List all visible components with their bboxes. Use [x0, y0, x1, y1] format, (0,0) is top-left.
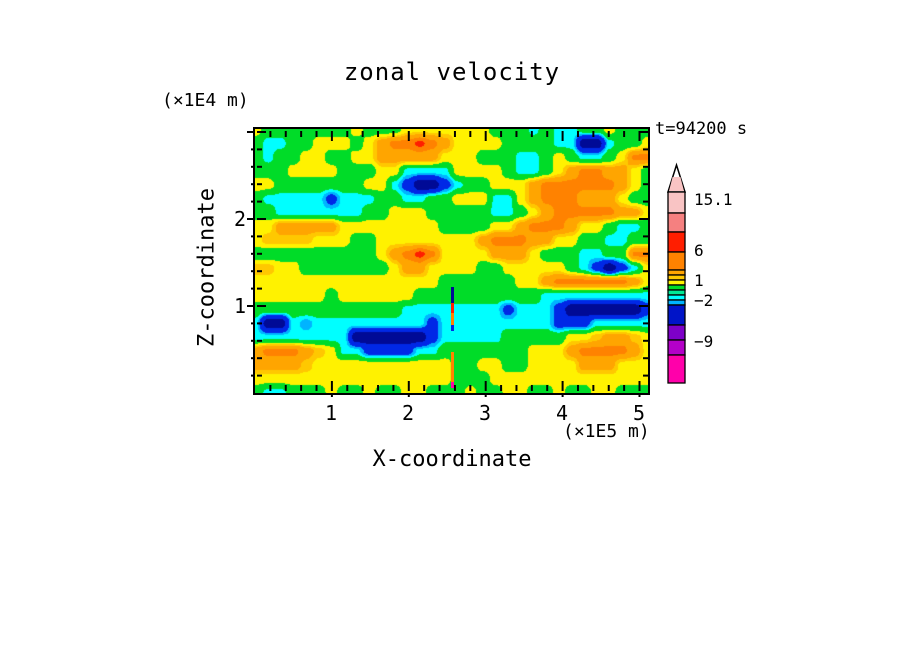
x-unit-label: (×1E5 m) [563, 421, 650, 442]
seam-segment [451, 303, 454, 313]
colorbar-label: 6 [694, 241, 704, 260]
x-tick-label-2: 2 [401, 401, 415, 425]
z-unit-label: (×1E4 m) [162, 90, 249, 111]
plot-area [253, 127, 650, 395]
colorbar-label: −9 [694, 332, 714, 351]
seam-segment [451, 352, 454, 382]
x-tick-label-1: 1 [324, 401, 338, 425]
z-axis-label: Z-coordinate [194, 188, 220, 347]
time-label: t=94200 s [655, 119, 748, 139]
colorbar-label: −2 [694, 291, 714, 310]
colorbar [666, 162, 687, 384]
page-title: zonal velocity [343, 58, 561, 86]
colorbar-label: 15.1 [694, 190, 733, 209]
seam-segment [451, 382, 454, 388]
seam-segment [451, 313, 454, 325]
seam-segment [451, 287, 454, 303]
colorbar-label: 1 [694, 271, 704, 290]
x-tick-label-5: 5 [632, 401, 646, 425]
seam-segment [451, 325, 454, 331]
contour-field-canvas [255, 129, 648, 393]
x-tick-label-3: 3 [478, 401, 492, 425]
x-axis-label: X-coordinate [372, 447, 532, 472]
z-tick-label-1: 1 [233, 294, 246, 318]
x-tick-label-4: 4 [555, 401, 569, 425]
z-tick-label-2: 2 [233, 207, 246, 231]
